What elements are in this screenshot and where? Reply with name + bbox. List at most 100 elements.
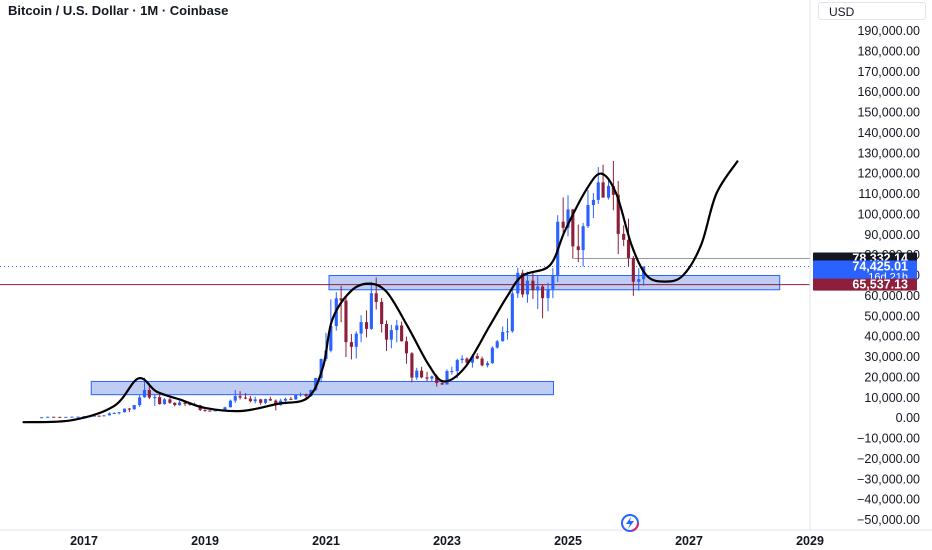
candle-body <box>274 400 278 406</box>
candle <box>162 398 167 405</box>
candle <box>510 287 514 333</box>
candle <box>571 208 575 259</box>
candle-body <box>415 370 419 378</box>
drawn-cycle-curve[interactable] <box>22 160 739 424</box>
candle-body <box>369 293 373 329</box>
price-tick-label: −50,000.00 <box>857 513 920 527</box>
price-tick-label: 180,000.00 <box>857 44 920 58</box>
candle <box>516 267 520 298</box>
candle-body <box>380 301 384 324</box>
candle <box>132 404 136 410</box>
candle-body <box>637 279 641 282</box>
price-tick-label: 150,000.00 <box>857 106 920 120</box>
candle <box>364 310 369 338</box>
candle-body <box>46 416 50 418</box>
candle-body <box>263 399 268 403</box>
candle <box>495 339 499 349</box>
candle <box>64 416 68 418</box>
candle <box>299 392 303 397</box>
candle <box>168 397 172 404</box>
candle-body <box>521 272 525 295</box>
price-tick-label: 120,000.00 <box>857 167 920 181</box>
candle-body <box>208 410 212 412</box>
candle-body <box>259 399 263 403</box>
price-tick-label: 110,000.00 <box>858 187 920 201</box>
candle <box>384 320 389 351</box>
candle <box>349 333 353 360</box>
candle-body <box>40 417 44 419</box>
candle-body <box>112 413 116 415</box>
price-tick-label: 40,000.00 <box>864 330 920 344</box>
candle-body <box>611 185 615 195</box>
price-tick-label: 190,000.00 <box>857 24 920 38</box>
support-zone[interactable] <box>90 380 554 396</box>
candle-body <box>470 355 474 363</box>
candle <box>551 268 555 299</box>
candle-body <box>440 383 444 385</box>
candle-body <box>616 194 620 234</box>
candle-body <box>299 394 303 396</box>
candle <box>581 222 585 267</box>
candle <box>354 331 358 359</box>
candle-body <box>430 376 434 379</box>
price-tick-label: 170,000.00 <box>857 65 920 79</box>
candle-body <box>162 399 167 405</box>
candle <box>248 395 252 403</box>
candle <box>223 406 227 410</box>
candle <box>117 412 121 415</box>
candle-body <box>107 413 111 416</box>
time-tick-label: 2019 <box>191 534 219 548</box>
candle-body <box>622 233 626 240</box>
candle <box>40 417 44 419</box>
candle <box>369 281 373 330</box>
candle-body <box>173 402 177 406</box>
candle-body <box>546 289 550 299</box>
candle-body <box>606 185 611 198</box>
candle-body <box>243 397 248 399</box>
candle-body <box>132 405 136 410</box>
candle-body <box>329 326 333 351</box>
candle-body <box>319 359 323 378</box>
candle-body <box>490 347 494 364</box>
candle-body <box>410 353 414 378</box>
candle <box>70 416 74 418</box>
candle <box>541 284 545 319</box>
candle <box>228 399 232 408</box>
candle-body <box>626 239 631 258</box>
candle <box>122 408 127 413</box>
candle-body <box>561 221 565 228</box>
candle-body <box>485 363 490 366</box>
candle-body <box>541 286 545 299</box>
candle <box>637 268 641 291</box>
candle-body <box>551 275 555 290</box>
candle-body <box>213 410 217 412</box>
candle <box>425 371 429 382</box>
time-tick-label: 2021 <box>312 534 340 548</box>
candle <box>289 396 293 400</box>
candle-body <box>354 333 358 347</box>
candle-body <box>631 257 635 282</box>
price-tick-label: 50,000.00 <box>864 309 920 323</box>
price-tick-label: 60,000.00 <box>864 289 920 303</box>
candle <box>76 416 80 418</box>
candle-body <box>178 402 182 406</box>
time-tick-label: 2029 <box>796 534 824 548</box>
candle <box>501 326 505 342</box>
candle <box>52 416 56 418</box>
candle-body <box>158 397 162 405</box>
candle-body <box>127 408 131 410</box>
currency-selector-button[interactable]: USD <box>818 2 926 20</box>
candle-body <box>168 399 172 403</box>
candle <box>359 315 363 343</box>
tradingview-bolt-icon[interactable] <box>621 514 639 532</box>
candle-body <box>501 331 505 342</box>
candle <box>561 197 565 234</box>
candle <box>183 402 187 407</box>
price-tick-label: 0.00 <box>896 411 920 425</box>
candle-body <box>455 360 459 372</box>
candle <box>58 416 62 418</box>
time-tick-label: 2027 <box>675 534 703 548</box>
candle-body <box>601 182 605 198</box>
candle <box>430 375 434 382</box>
